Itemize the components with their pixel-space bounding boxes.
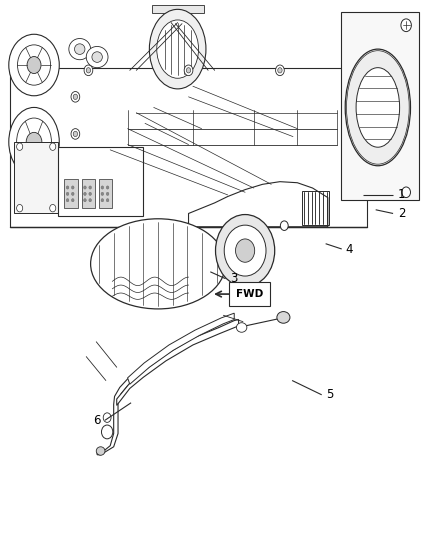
Ellipse shape <box>84 186 86 189</box>
Ellipse shape <box>280 221 288 230</box>
Bar <box>82 179 95 208</box>
Text: 3: 3 <box>230 272 238 285</box>
Ellipse shape <box>101 192 104 196</box>
Bar <box>302 191 328 225</box>
Ellipse shape <box>224 225 266 276</box>
Polygon shape <box>10 68 367 227</box>
Ellipse shape <box>101 199 104 202</box>
Ellipse shape <box>18 45 50 85</box>
Ellipse shape <box>86 68 91 73</box>
Ellipse shape <box>276 65 284 76</box>
Ellipse shape <box>71 192 74 196</box>
Text: 4: 4 <box>346 243 353 255</box>
Ellipse shape <box>84 199 86 202</box>
Ellipse shape <box>71 92 80 102</box>
Ellipse shape <box>17 143 23 150</box>
Ellipse shape <box>49 205 56 212</box>
Bar <box>14 142 58 214</box>
Ellipse shape <box>237 322 247 332</box>
Ellipse shape <box>101 186 104 189</box>
Ellipse shape <box>71 128 80 139</box>
FancyBboxPatch shape <box>229 282 270 306</box>
Bar <box>58 147 143 216</box>
Bar <box>64 179 78 208</box>
Text: 1: 1 <box>398 189 406 201</box>
Polygon shape <box>188 182 328 227</box>
Ellipse shape <box>345 49 410 166</box>
Ellipse shape <box>92 52 102 62</box>
Ellipse shape <box>215 215 275 287</box>
Polygon shape <box>117 319 239 406</box>
Ellipse shape <box>184 65 193 76</box>
Ellipse shape <box>27 56 41 74</box>
Ellipse shape <box>71 186 74 189</box>
Ellipse shape <box>157 20 198 78</box>
Ellipse shape <box>89 186 92 189</box>
Ellipse shape <box>186 68 191 73</box>
Ellipse shape <box>89 192 92 196</box>
Ellipse shape <box>86 46 108 68</box>
Ellipse shape <box>278 68 282 73</box>
Ellipse shape <box>401 19 411 31</box>
Text: FWD: FWD <box>236 289 263 299</box>
Ellipse shape <box>106 192 109 196</box>
Polygon shape <box>127 313 234 384</box>
Ellipse shape <box>96 447 105 455</box>
Ellipse shape <box>9 34 59 96</box>
Ellipse shape <box>84 192 86 196</box>
Ellipse shape <box>91 219 226 309</box>
Ellipse shape <box>84 65 93 76</box>
Text: 2: 2 <box>398 207 406 220</box>
Text: 6: 6 <box>93 414 101 427</box>
Ellipse shape <box>49 143 56 150</box>
Ellipse shape <box>17 118 51 166</box>
Ellipse shape <box>236 239 254 262</box>
Polygon shape <box>341 12 419 200</box>
Ellipse shape <box>277 312 290 323</box>
Ellipse shape <box>106 199 109 202</box>
Ellipse shape <box>73 131 78 136</box>
Text: 5: 5 <box>326 389 334 401</box>
Ellipse shape <box>103 413 111 422</box>
Polygon shape <box>97 373 136 455</box>
Bar <box>99 179 113 208</box>
Ellipse shape <box>69 38 91 60</box>
Ellipse shape <box>356 68 399 147</box>
Ellipse shape <box>106 186 109 189</box>
Ellipse shape <box>26 132 42 151</box>
Ellipse shape <box>149 10 206 89</box>
Ellipse shape <box>74 44 85 54</box>
Ellipse shape <box>66 199 69 202</box>
Ellipse shape <box>73 94 78 100</box>
Ellipse shape <box>9 108 59 176</box>
Ellipse shape <box>102 425 113 439</box>
Bar <box>152 5 204 13</box>
Polygon shape <box>10 2 419 266</box>
Ellipse shape <box>71 199 74 202</box>
Ellipse shape <box>66 186 69 189</box>
Ellipse shape <box>402 187 410 198</box>
Ellipse shape <box>17 205 23 212</box>
Ellipse shape <box>89 199 92 202</box>
Ellipse shape <box>66 192 69 196</box>
